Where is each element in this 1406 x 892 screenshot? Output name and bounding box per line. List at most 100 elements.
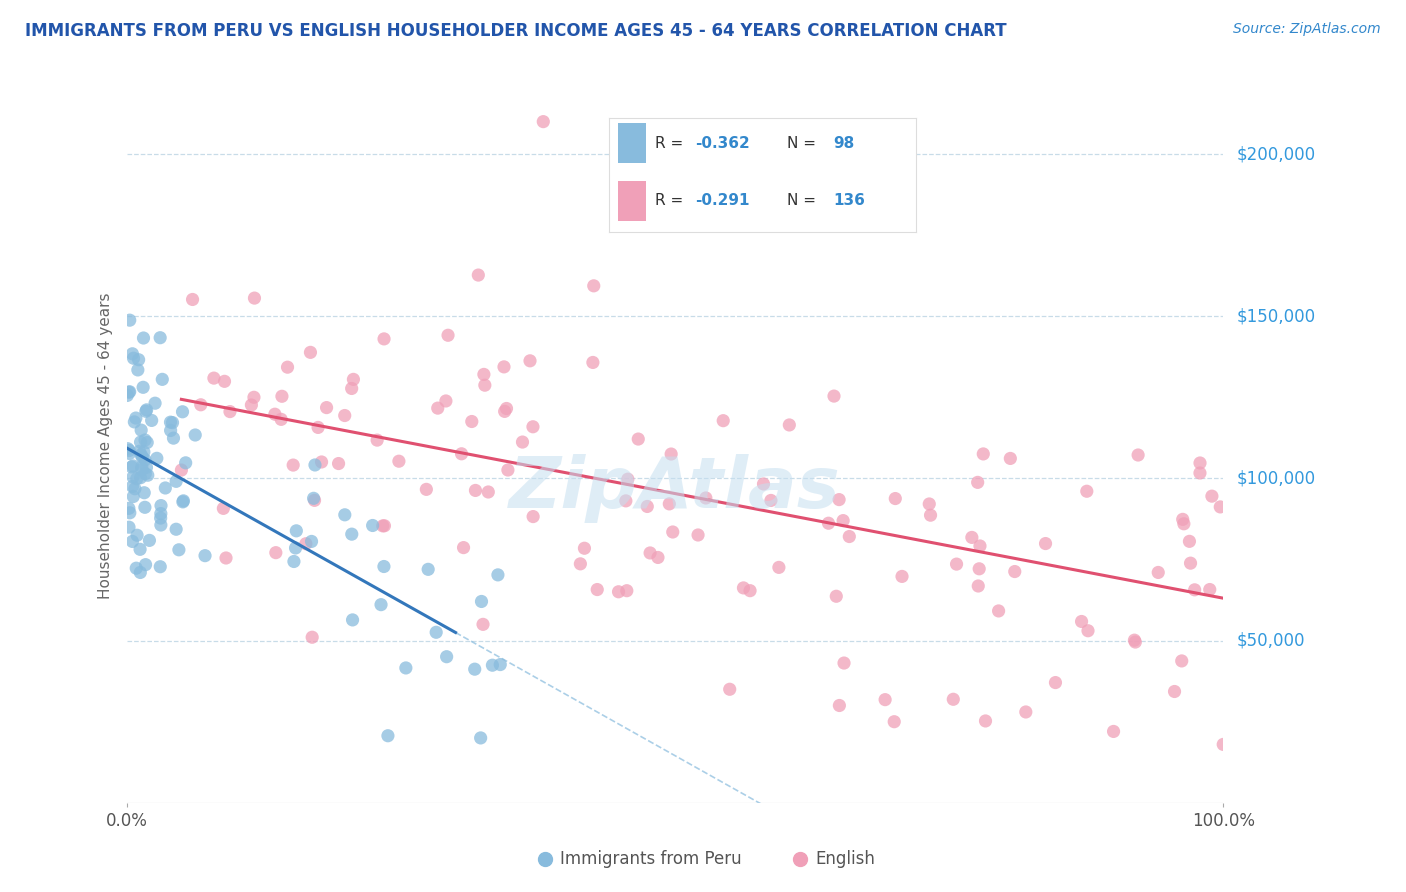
Point — [418, 562, 440, 576]
Point — [1163, 684, 1185, 698]
Point — [768, 560, 790, 574]
Point — [607, 584, 630, 599]
Point — [453, 541, 475, 555]
Point — [125, 411, 148, 425]
Point — [796, 195, 818, 210]
Point — [136, 435, 159, 450]
Point — [340, 381, 363, 395]
Point — [159, 415, 181, 429]
Point — [304, 458, 326, 472]
Point — [1070, 615, 1092, 629]
Point — [718, 682, 741, 697]
Point — [118, 384, 141, 399]
Point — [125, 561, 148, 575]
Point — [285, 524, 308, 538]
Point — [638, 546, 661, 560]
Point — [942, 692, 965, 706]
Point — [165, 522, 187, 536]
Point — [470, 594, 492, 608]
Text: Source: ZipAtlas.com: Source: ZipAtlas.com — [1233, 22, 1381, 37]
Point — [883, 714, 905, 729]
Point — [150, 499, 173, 513]
Point — [284, 541, 307, 555]
Point — [1015, 705, 1038, 719]
Point — [128, 352, 150, 367]
Point — [243, 390, 266, 404]
Point — [1212, 738, 1234, 752]
Point — [333, 409, 356, 423]
Point — [426, 401, 449, 416]
Point — [987, 604, 1010, 618]
Point — [135, 558, 157, 572]
Point — [135, 404, 157, 418]
Text: $200,000: $200,000 — [1237, 145, 1316, 163]
Point — [194, 549, 217, 563]
Point — [495, 401, 517, 416]
Point — [489, 657, 512, 672]
Point — [582, 278, 605, 293]
Point — [159, 424, 181, 438]
Point — [121, 347, 143, 361]
Point — [1188, 466, 1211, 480]
Point — [118, 443, 141, 458]
Point — [661, 524, 683, 539]
Point — [270, 412, 292, 426]
Point — [1004, 565, 1026, 579]
Point — [162, 431, 184, 445]
Point — [832, 656, 855, 670]
Point — [586, 582, 609, 597]
Point — [388, 454, 411, 468]
Text: $100,000: $100,000 — [1237, 469, 1316, 487]
Point — [969, 539, 991, 553]
Point — [659, 447, 682, 461]
Point — [127, 363, 149, 377]
Point — [134, 433, 156, 447]
Point — [328, 457, 350, 471]
Y-axis label: Householder Income Ages 45 - 64 years: Householder Income Ages 45 - 64 years — [98, 293, 114, 599]
Point — [425, 625, 447, 640]
Point — [617, 472, 640, 486]
Point — [167, 542, 190, 557]
Point — [918, 497, 941, 511]
Point — [301, 534, 323, 549]
Point — [129, 471, 152, 485]
Text: English: English — [815, 849, 876, 868]
Point — [658, 497, 681, 511]
Point — [138, 533, 160, 548]
Point — [371, 519, 394, 533]
Point — [315, 401, 337, 415]
Point — [134, 500, 156, 515]
Point — [373, 559, 395, 574]
Point — [945, 557, 967, 571]
Point — [143, 396, 166, 410]
Point — [1035, 536, 1057, 550]
Point — [131, 450, 153, 464]
Point — [150, 372, 173, 386]
Point — [118, 506, 141, 520]
Point — [370, 598, 392, 612]
Point — [486, 567, 509, 582]
Point — [415, 483, 437, 497]
Point — [121, 479, 143, 493]
Point — [366, 433, 388, 447]
Point — [884, 491, 907, 506]
Point — [131, 462, 153, 476]
Point — [122, 458, 145, 473]
Point — [361, 518, 384, 533]
Point — [122, 351, 145, 366]
Point — [342, 372, 364, 386]
Point — [1077, 624, 1099, 638]
Point — [474, 378, 496, 392]
Point — [135, 460, 157, 475]
Point — [1170, 654, 1192, 668]
Point — [121, 534, 143, 549]
Point — [1198, 582, 1220, 597]
Point — [146, 451, 169, 466]
Point — [149, 518, 172, 533]
Point — [172, 405, 194, 419]
Point — [373, 332, 395, 346]
Point — [838, 529, 860, 543]
Point — [212, 501, 235, 516]
Point — [129, 423, 152, 437]
Point — [1123, 633, 1146, 648]
